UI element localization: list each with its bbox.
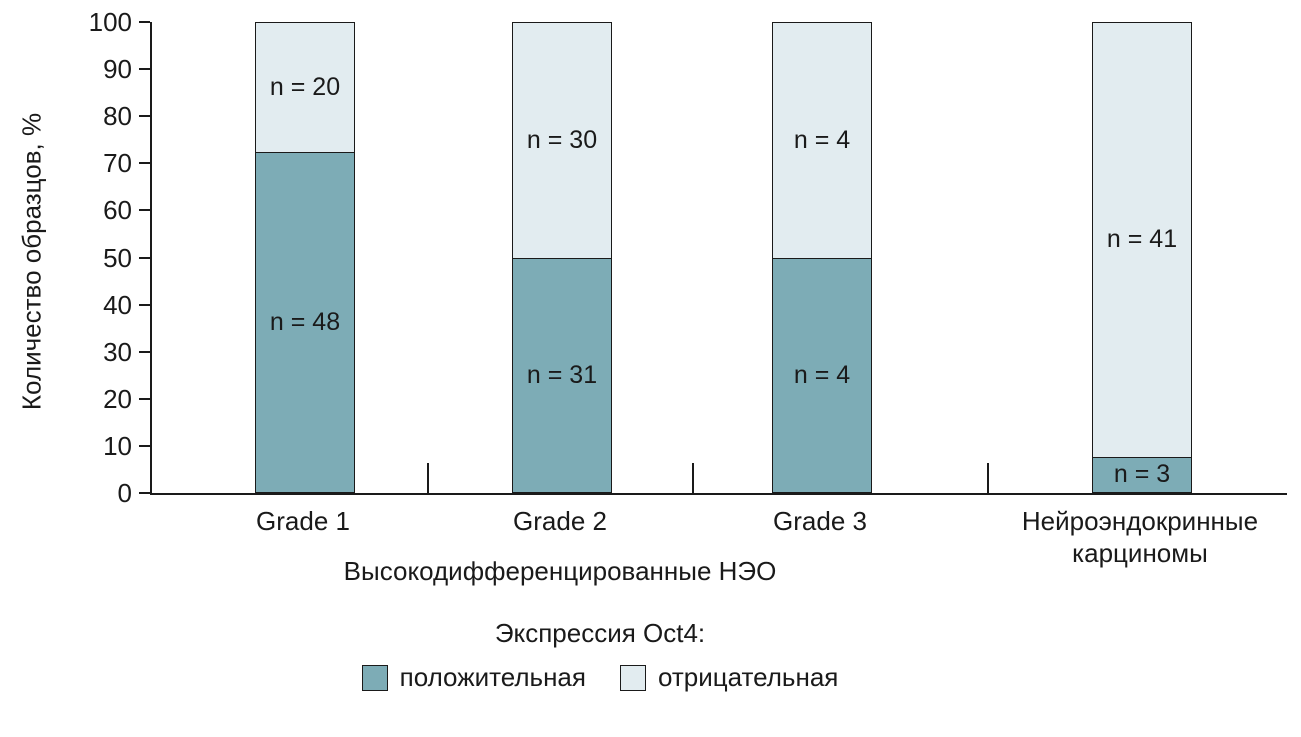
bar-3: n = 4 n = 4 — [772, 22, 872, 493]
x-tick-mark — [427, 463, 429, 493]
segment-count-label: n = 41 — [1106, 225, 1178, 254]
y-tick-mark — [139, 21, 150, 23]
bar-4: n = 41 n = 3 — [1092, 22, 1192, 493]
y-tick-label: 80 — [103, 101, 132, 132]
x-tick-mark — [692, 463, 694, 493]
bar-segment-negative: n = 20 — [256, 23, 354, 152]
x-category-label: Нейроэндокринные карциномы — [980, 505, 1300, 569]
y-tick-label: 50 — [103, 242, 132, 273]
y-tick-mark — [139, 115, 150, 118]
y-tick-label: 100 — [88, 7, 132, 37]
bar-segment-positive: n = 31 — [513, 257, 611, 492]
legend-label: положительная — [399, 662, 586, 692]
legend: положительная отрицательная — [0, 662, 1200, 693]
segment-count-label: n = 48 — [269, 307, 341, 336]
x-category-label-line: Grade 3 — [773, 506, 867, 536]
x-category-label: Grade 3 — [660, 505, 980, 537]
y-axis-title: Количество образцов, % — [16, 112, 47, 411]
x-category-label-line: Grade 1 — [256, 506, 350, 536]
legend-swatch — [619, 664, 646, 691]
y-tick-mark — [139, 256, 150, 259]
bar-segment-negative: n = 41 — [1093, 23, 1191, 457]
segment-count-label: n = 3 — [1113, 460, 1171, 489]
bar-2: n = 30 n = 31 — [512, 22, 612, 493]
segment-count-label: n = 31 — [526, 360, 598, 389]
bar-1: n = 20 n = 48 — [255, 22, 355, 493]
x-category-label-line: Нейроэндокринные — [1021, 506, 1259, 536]
y-tick-label: 30 — [103, 336, 132, 367]
bar-segment-positive: n = 48 — [256, 151, 354, 492]
y-tick-label: 90 — [103, 54, 132, 85]
y-tick-mark — [139, 350, 150, 353]
legend-item: положительная — [361, 662, 586, 693]
y-tick-label: 20 — [103, 383, 132, 414]
bar-segment-negative: n = 30 — [513, 23, 611, 258]
y-tick-label: 70 — [103, 148, 132, 179]
legend-title: Экспрессия Oct4: — [494, 618, 706, 648]
y-tick-mark — [139, 162, 150, 165]
bar-segment-negative: n = 4 — [773, 23, 871, 258]
y-tick-label: 10 — [103, 430, 132, 461]
y-tick-mark — [139, 68, 150, 71]
x-category-label: Grade 2 — [400, 505, 720, 537]
y-tick-mark — [139, 209, 150, 212]
legend-label: отрицательная — [657, 662, 839, 692]
bar-segment-positive: n = 3 — [1093, 456, 1191, 492]
x-category-label-line: карциномы — [1072, 538, 1208, 568]
segment-count-label: n = 4 — [793, 360, 851, 389]
y-tick-mark — [139, 303, 150, 306]
group-label: Высокодифференцированные НЭО — [343, 556, 777, 586]
y-tick-mark — [139, 492, 150, 494]
segment-count-label: n = 20 — [269, 72, 341, 101]
x-category-label-line: Grade 2 — [513, 506, 607, 536]
y-tick-mark — [139, 444, 150, 447]
y-tick-label: 0 — [117, 478, 132, 508]
x-category-label: Grade 1 — [143, 505, 463, 537]
segment-count-label: n = 4 — [793, 125, 851, 154]
y-tick-mark — [139, 397, 150, 400]
y-tick-label: 60 — [103, 195, 132, 226]
segment-count-label: n = 30 — [526, 125, 598, 154]
legend-item: отрицательная — [619, 662, 839, 693]
legend-swatch — [361, 664, 388, 691]
y-tick-label: 40 — [103, 289, 132, 320]
x-tick-mark — [987, 463, 989, 493]
bar-segment-positive: n = 4 — [773, 257, 871, 492]
plot-area: 0 10 20 30 40 50 60 70 80 90 100 n = 20 n = 48 n = 3… — [89, 9, 1287, 506]
